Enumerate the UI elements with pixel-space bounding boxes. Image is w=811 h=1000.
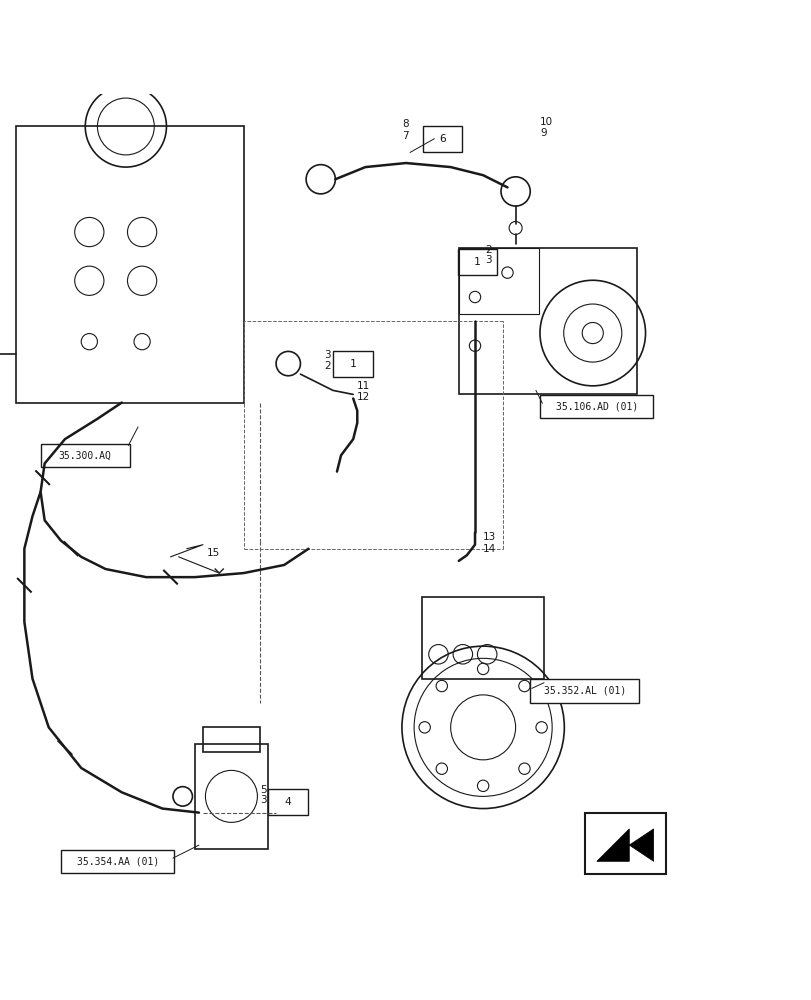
FancyBboxPatch shape — [41, 444, 129, 467]
Bar — [422, 597, 543, 679]
Text: 1: 1 — [474, 257, 480, 267]
Text: 2: 2 — [485, 245, 491, 255]
FancyBboxPatch shape — [540, 395, 652, 418]
FancyBboxPatch shape — [333, 351, 372, 377]
Text: 8: 8 — [401, 119, 408, 129]
Text: 3: 3 — [260, 795, 266, 805]
Polygon shape — [596, 829, 653, 861]
Text: 13: 13 — [483, 532, 496, 542]
Text: 15: 15 — [207, 548, 220, 558]
Text: 3: 3 — [324, 350, 330, 360]
Bar — [203, 727, 260, 752]
FancyBboxPatch shape — [423, 126, 462, 152]
Text: 5: 5 — [260, 785, 266, 795]
Bar — [16, 126, 243, 403]
Bar — [195, 744, 268, 849]
Text: 14: 14 — [483, 544, 496, 554]
Text: 35.300.AQ: 35.300.AQ — [58, 450, 112, 460]
Text: 3: 3 — [485, 255, 491, 265]
FancyBboxPatch shape — [268, 789, 307, 815]
Text: 9: 9 — [539, 128, 546, 138]
Text: 1: 1 — [350, 359, 356, 369]
Bar — [458, 248, 637, 394]
Bar — [458, 248, 539, 314]
Text: 10: 10 — [539, 117, 552, 127]
Text: 2: 2 — [324, 361, 330, 371]
Bar — [584, 813, 665, 874]
Text: 12: 12 — [357, 392, 370, 402]
Text: 35.354.AA (01): 35.354.AA (01) — [76, 856, 159, 866]
Text: 35.106.AD (01): 35.106.AD (01) — [555, 402, 637, 412]
FancyBboxPatch shape — [457, 249, 496, 275]
FancyBboxPatch shape — [530, 679, 638, 703]
Text: 4: 4 — [285, 797, 291, 807]
FancyBboxPatch shape — [61, 850, 174, 873]
Text: 35.352.AL (01): 35.352.AL (01) — [543, 686, 625, 696]
Text: 7: 7 — [401, 131, 408, 141]
Text: 6: 6 — [439, 134, 445, 144]
Text: 11: 11 — [357, 381, 370, 391]
